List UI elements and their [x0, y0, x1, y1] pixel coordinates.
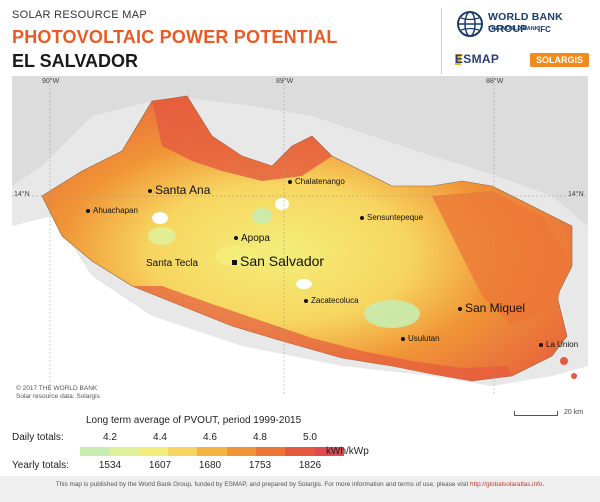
city-label-san-salvador: San Salvador [232, 253, 324, 269]
footer-band [0, 476, 600, 502]
solargis-logo: SOLARGIS [530, 53, 590, 67]
longitude-label: 88°W [486, 78, 504, 85]
city-label-chalatenango: Chalatenango [288, 177, 345, 186]
legend-yearly-tick: 1753 [248, 460, 272, 471]
legend-daily-label: Daily totals: [12, 432, 64, 443]
legend-color-swatch [226, 447, 256, 456]
legend-color-bar [80, 447, 344, 456]
city-label-santa-tecla: Santa Tecla [146, 258, 199, 269]
city-label-sensuntepeque: Sensuntepeque [360, 213, 423, 222]
map-subtitle: SOLAR RESOURCE MAP [12, 9, 147, 21]
ifc-logo-text: IFC [538, 25, 551, 34]
footer-text: This map is published by the World Bank … [55, 481, 545, 488]
latitude-label-left: 14°N [14, 191, 30, 198]
esmap-logo-text: ESMAP [455, 52, 500, 66]
legend-color-swatch [109, 447, 139, 456]
city-label-ahuachapan: Ahuachapan [86, 206, 138, 215]
logo-divider [441, 8, 442, 74]
country-name: EL SALVADOR [12, 51, 139, 71]
city-label-zacatecoluca: Zacatecoluca [304, 296, 359, 305]
legend-title: Long term average of PVOUT, period 1999-… [86, 415, 302, 426]
legend-color-swatch [138, 447, 168, 456]
scale-label: 20 km [564, 409, 584, 416]
legend-color-swatch [314, 447, 344, 456]
legend-color-swatch [80, 447, 110, 456]
latitude-label-right: 14°N [568, 191, 584, 198]
world-bank-sub-text: THE WORLD BANK [488, 26, 539, 32]
scale-bar [514, 411, 558, 416]
map-copyright: © 2017 THE WORLD BANK Solar resource dat… [16, 385, 100, 400]
footer-link[interactable]: http://globalsolaratlas.info [470, 481, 543, 488]
legend-yearly-label: Yearly totals: [12, 460, 69, 471]
city-label-usulutan: Usulutan [401, 334, 440, 343]
legend-daily-tick: 4.8 [253, 432, 267, 443]
legend-yearly-tick: 1534 [98, 460, 122, 471]
legend-color-swatch [167, 447, 198, 456]
legend-daily-tick: 4.4 [153, 432, 167, 443]
legend-daily-tick: 4.2 [103, 432, 117, 443]
legend-yearly-tick: 1607 [148, 460, 172, 471]
legend-unit: kWh/kWp [326, 446, 369, 457]
esmap-mark-icon [455, 54, 461, 65]
map-title: PHOTOVOLTAIC POWER POTENTIAL [12, 27, 338, 47]
world-bank-globe-icon [457, 11, 483, 37]
city-label-santa-ana: Santa Ana [148, 183, 210, 197]
longitude-label: 90°W [42, 78, 60, 85]
legend-daily-tick: 4.6 [203, 432, 217, 443]
pvout-map [12, 76, 588, 396]
city-label-san-miguel: San Miquel [458, 301, 525, 315]
legend-daily-tick: 5.0 [303, 432, 317, 443]
legend-color-swatch [255, 447, 286, 456]
city-label-apopa: Apopa [234, 233, 270, 244]
longitude-label: 89°W [276, 78, 294, 85]
city-label-la-union: La Union [539, 340, 578, 349]
legend-color-swatch [285, 447, 315, 456]
legend-color-swatch [197, 447, 227, 456]
map-area: 90°W 89°W 88°W 14°N 14°N Santa Ana Chala… [12, 76, 588, 396]
world-bank-logo-text: WORLD BANK GROUP [488, 11, 563, 35]
legend-yearly-tick: 1826 [298, 460, 322, 471]
legend-yearly-tick: 1680 [198, 460, 222, 471]
